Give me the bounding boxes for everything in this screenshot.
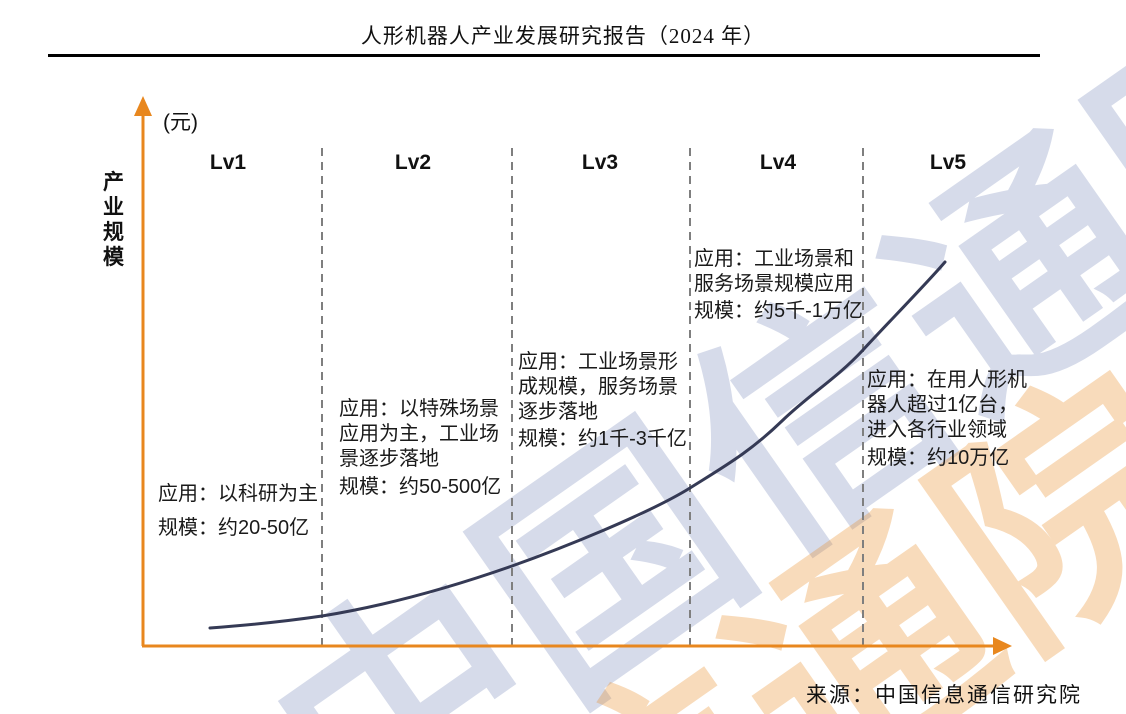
annotation-line: 规模：约1千-3千亿: [518, 428, 687, 450]
annotation-lv5-application: 应用：在用人形机 器人超过1亿台， 进入各行业领域: [867, 368, 1027, 443]
annotation-line: 规模：约20-50亿: [158, 517, 310, 539]
annotation-line: 器人超过1亿台，: [867, 394, 1019, 416]
level-label-lv4: Lv4: [759, 151, 797, 174]
level-label-lv3: Lv3: [581, 151, 619, 174]
title-divider: [48, 54, 1040, 57]
annotation-line: 规模：约10万亿: [867, 447, 1010, 469]
annotation-lv4-scale: 规模：约5千-1万亿: [694, 299, 863, 324]
annotation-line: 服务场景规模应用: [694, 273, 854, 295]
level-label-lv2: Lv2: [394, 151, 432, 174]
annotation-lv5-scale: 规模：约10万亿: [867, 446, 1009, 471]
annotation-line: 应用为主，工业场: [339, 423, 499, 445]
y-axis-unit: (元): [163, 111, 198, 134]
annotation-line: 逐步落地: [518, 401, 598, 423]
annotation-line: 应用：在用人形机: [867, 369, 1027, 391]
level-label-lv1: Lv1: [209, 151, 247, 174]
annotation-line: 应用：以科研为主: [158, 483, 318, 505]
annotation-lv2-application: 应用：以特殊场景 应用为主，工业场 景逐步落地: [339, 397, 499, 472]
annotation-lv1-application: 应用：以科研为主: [158, 482, 318, 507]
annotation-line: 应用：工业场景形: [518, 351, 678, 373]
annotation-line: 应用：工业场景和: [694, 248, 854, 270]
annotation-lv4-application: 应用：工业场景和 服务场景规模应用: [694, 247, 854, 297]
annotation-lv3-application: 应用：工业场景形 成规模，服务场景 逐步落地: [518, 350, 678, 425]
y-axis-arrow-icon: [134, 96, 152, 116]
annotation-lv1-scale: 规模：约20-50亿: [158, 516, 309, 541]
industry-scale-curve: [208, 260, 947, 630]
y-axis-label: 产业规模: [103, 171, 124, 269]
x-axis-arrow-icon: [993, 637, 1012, 655]
annotation-line: 规模：约50-500亿: [339, 476, 502, 498]
annotation-line: 成规模，服务场景: [518, 376, 678, 398]
annotation-line: 规模：约5千-1万亿: [694, 300, 863, 322]
annotation-line: 进入各行业领域: [867, 419, 1007, 441]
annotation-lv3-scale: 规模：约1千-3千亿: [518, 427, 687, 452]
annotation-lv2-scale: 规模：约50-500亿: [339, 475, 501, 500]
source-attribution: 来源：中国信息通信研究院: [806, 683, 1082, 707]
level-label-lv5: Lv5: [929, 151, 967, 174]
annotation-line: 景逐步落地: [339, 448, 439, 470]
annotation-line: 应用：以特殊场景: [339, 398, 499, 420]
page-title: 人形机器人产业发展研究报告（2024 年）: [360, 24, 766, 48]
